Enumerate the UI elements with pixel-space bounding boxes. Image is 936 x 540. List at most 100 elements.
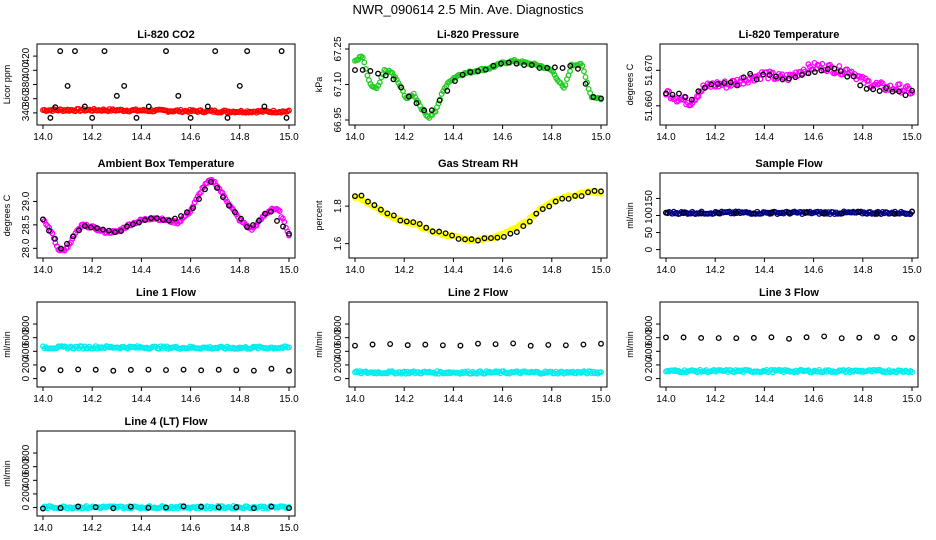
data-point — [180, 503, 187, 510]
x-tick-label: 14.0 — [345, 132, 365, 143]
data-point — [598, 188, 604, 195]
y-tick-label: 51.670 — [644, 55, 655, 86]
figure-title: NWR_090614 2.5 Min. Ave. Diagnostics — [352, 2, 584, 17]
data-point — [896, 81, 903, 88]
data-point — [750, 210, 757, 217]
data-point — [110, 505, 117, 512]
data-point — [734, 82, 741, 89]
data-point — [352, 193, 358, 200]
x-tick-label: 14.6 — [804, 394, 824, 405]
data-point — [680, 334, 687, 341]
data-point — [274, 218, 280, 224]
x-tick-label: 14.0 — [33, 394, 53, 405]
data-point — [695, 88, 702, 95]
data-point — [204, 103, 211, 110]
data-point — [412, 94, 419, 101]
data-point — [824, 66, 831, 73]
y-tick-label: 400 — [333, 343, 344, 360]
data-point — [510, 340, 517, 347]
data-point — [733, 335, 740, 342]
data-point — [757, 76, 764, 83]
x-tick-label: 14.6 — [804, 132, 824, 143]
y-tick-label: 100 — [644, 207, 655, 224]
data-point — [390, 76, 397, 83]
data-point — [750, 334, 757, 341]
x-tick-label: 14.6 — [493, 265, 513, 276]
data-point — [870, 86, 877, 93]
plot-title: Ambient Box Temperature — [98, 158, 235, 170]
y-axis-label: ml/min — [2, 331, 12, 358]
y-tick-label: 360 — [21, 90, 32, 107]
x-tick-label: 14.8 — [542, 394, 562, 405]
plot-frame — [659, 43, 919, 126]
x-tick-label: 14.6 — [804, 265, 824, 276]
plot-frame — [659, 301, 919, 388]
data-point — [127, 366, 134, 373]
data-point — [481, 235, 488, 242]
y-tick-label: 0 — [644, 375, 655, 381]
x-tick-label: 15.0 — [279, 132, 299, 143]
x-tick-label: 14.2 — [705, 394, 725, 405]
x-tick-label: 14.8 — [853, 394, 873, 405]
data-point — [250, 505, 257, 512]
data-point — [857, 82, 864, 89]
data-point — [585, 189, 592, 196]
data-point — [838, 210, 845, 217]
data-point — [663, 334, 669, 341]
data-point — [178, 213, 184, 219]
data-point — [805, 70, 812, 77]
plot-title: Line 3 Flow — [759, 287, 819, 299]
data-point — [82, 223, 88, 229]
data-point — [909, 369, 915, 376]
data-point — [768, 209, 775, 216]
x-tick-label: 15.0 — [279, 394, 299, 405]
y-tick-label: 0 — [21, 504, 32, 510]
data-point — [883, 85, 890, 91]
data-point — [83, 221, 90, 228]
data-point — [773, 73, 780, 80]
y-tick-label: 0 — [21, 375, 32, 381]
data-point — [163, 504, 169, 511]
x-tick-label: 14.6 — [493, 394, 513, 405]
data-point — [574, 65, 581, 72]
data-point — [821, 210, 828, 217]
data-point — [359, 54, 366, 61]
data-point — [565, 195, 572, 202]
x-tick-label: 14.2 — [82, 132, 102, 143]
data-point — [88, 224, 94, 231]
data-point — [57, 505, 64, 512]
y-tick-label: 200 — [333, 356, 344, 373]
data-point — [286, 107, 292, 114]
y-tick-label: 600 — [21, 329, 32, 346]
data-point — [819, 60, 826, 67]
x-tick-label: 14.6 — [181, 523, 201, 534]
data-point — [580, 341, 587, 348]
data-point — [127, 503, 134, 510]
data-point — [58, 245, 64, 252]
data-point — [701, 84, 708, 91]
plot-title: Li-820 Pressure — [437, 29, 519, 41]
data-point — [582, 80, 589, 87]
data-point — [889, 88, 896, 95]
data-point — [280, 223, 286, 230]
x-tick-label: 14.8 — [230, 265, 250, 276]
data-point — [536, 64, 543, 71]
data-point — [708, 81, 715, 88]
data-point — [891, 210, 898, 217]
data-point — [521, 62, 528, 68]
x-tick-label: 14.0 — [33, 265, 53, 276]
data-point — [562, 342, 569, 349]
x-tick-label: 14.4 — [132, 394, 152, 405]
x-tick-label: 14.0 — [656, 265, 676, 276]
data-point — [733, 210, 740, 216]
data-point — [233, 504, 240, 511]
x-tick-label: 15.0 — [279, 523, 299, 534]
data-point — [578, 193, 585, 200]
x-tick-label: 14.2 — [394, 132, 414, 143]
y-axis-label: degrees C — [2, 194, 12, 236]
data-point — [208, 178, 214, 185]
x-tick-label: 14.8 — [853, 132, 873, 143]
data-point — [821, 333, 828, 340]
data-point — [449, 232, 456, 239]
data-point — [498, 60, 505, 67]
